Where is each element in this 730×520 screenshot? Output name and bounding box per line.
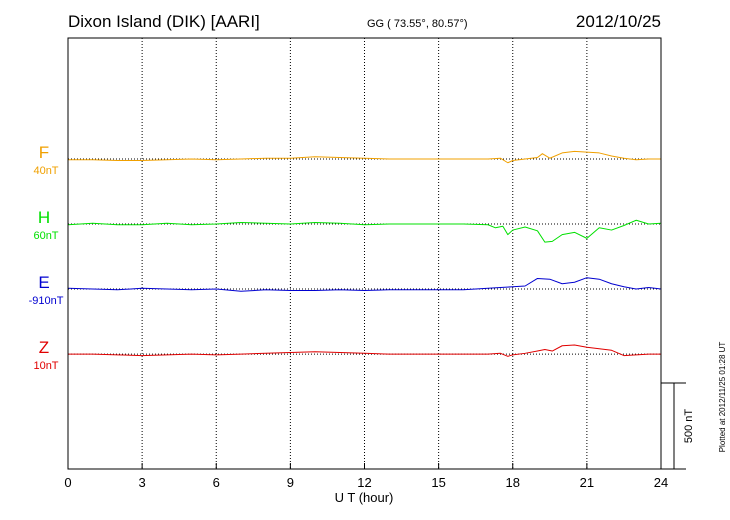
x-tick-label-1: 3 — [139, 475, 146, 490]
series-line-h — [67, 219, 662, 243]
x-tick-label-0: 0 — [64, 475, 71, 490]
series-name-f: F — [39, 143, 49, 162]
series-baseline-label-e: -910nT — [29, 295, 64, 307]
series-layer: F 40nT H 60nT E -910nT Z 10nT — [29, 143, 662, 372]
series-f: F 40nT — [33, 143, 661, 177]
series-baseline-label-f: 40nT — [33, 165, 58, 177]
x-tick-label-5: 15 — [431, 475, 445, 490]
x-tick-label-8: 24 — [654, 475, 668, 490]
plotted-timestamp: Plotted at 2012/11/25 01:28 UT — [718, 342, 727, 453]
x-tick-label-6: 18 — [506, 475, 520, 490]
x-tick-label-4: 12 — [357, 475, 371, 490]
chart-title: Dixon Island (DIK) [AARI] — [68, 12, 260, 31]
series-e: E -910nT — [29, 273, 662, 307]
x-tick-label-7: 21 — [580, 475, 594, 490]
vertical-grid — [141, 38, 588, 469]
series-name-e: E — [38, 273, 49, 292]
series-z: Z 10nT — [33, 338, 661, 372]
series-baseline-label-z: 10nT — [33, 360, 58, 372]
series-h: H 60nT — [33, 208, 662, 243]
series-line-z — [68, 344, 661, 357]
series-line-e — [67, 277, 662, 292]
x-axis-ticks: 0 3 6 9 12 15 18 21 24 — [64, 463, 668, 490]
x-tick-label-3: 9 — [287, 475, 294, 490]
series-line-f — [68, 150, 661, 164]
scale-bar-label: 500 nT — [683, 409, 695, 444]
series-name-z: Z — [39, 338, 49, 357]
chart-date: 2012/10/25 — [576, 12, 661, 31]
series-name-h: H — [38, 208, 50, 227]
x-axis-label: U T (hour) — [335, 490, 394, 505]
x-tick-label-2: 6 — [213, 475, 220, 490]
series-baseline-label-h: 60nT — [33, 230, 58, 242]
scale-bar: 500 nT — [661, 382, 695, 470]
station-coordinates: GG ( 73.55°, 80.57°) — [367, 18, 468, 30]
